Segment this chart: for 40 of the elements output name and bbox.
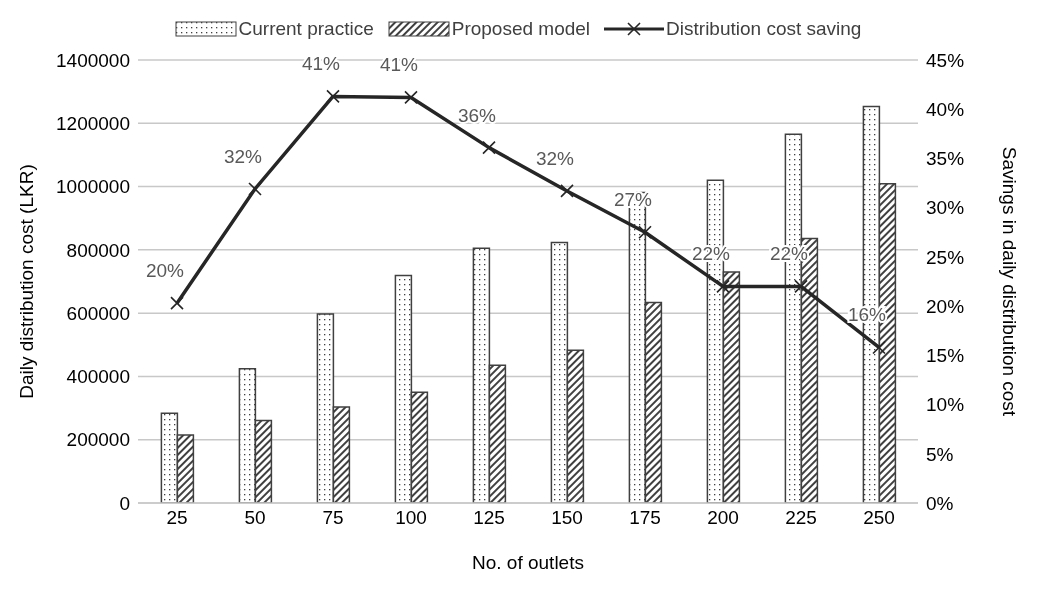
y-tick-label: 1400000	[56, 49, 130, 71]
x-tick-label: 175	[629, 507, 661, 529]
y2-tick-label: 10%	[926, 394, 965, 416]
data-label: 41%	[379, 54, 419, 76]
x-tick-label: 125	[473, 507, 505, 529]
y-tick-label: 0	[119, 492, 130, 514]
y-tick-label: 200000	[66, 429, 130, 451]
y-tick-label: 800000	[66, 239, 130, 261]
legend-label: Proposed model	[451, 18, 591, 40]
y-axis-title: Daily distribution cost (LKR)	[15, 164, 37, 399]
x-tick-label: 250	[863, 507, 895, 529]
y-tick-label: 600000	[66, 302, 130, 324]
legend-label: Distribution cost saving	[666, 18, 862, 40]
y2-tick-label: 35%	[926, 148, 965, 170]
y2-tick-label: 0%	[926, 492, 954, 514]
legend-label: Current practice	[238, 18, 374, 40]
x-axis-title: No. of outlets	[472, 552, 584, 573]
x-tick-label: 25	[166, 507, 188, 529]
y2-tick-label: 25%	[926, 246, 965, 268]
y2-tick-label: 40%	[926, 98, 965, 120]
y2-tick-label: 5%	[926, 443, 954, 465]
data-label: 32%	[535, 147, 575, 169]
y2-tick-label: 20%	[926, 295, 965, 317]
x-tick-label: 50	[244, 507, 266, 529]
data-label: 41%	[301, 53, 341, 75]
y2-axis-title: Savings in daily distribution cost	[999, 146, 1021, 417]
x-tick-label: 75	[322, 507, 344, 529]
y-tick-label: 1200000	[56, 113, 130, 135]
y2-tick-label: 30%	[926, 197, 965, 219]
y-tick-label: 1000000	[56, 176, 130, 198]
y2-tick-label: 15%	[926, 345, 965, 367]
x-tick-label: 150	[551, 507, 583, 529]
x-tick-label: 100	[395, 507, 427, 529]
data-label: 36%	[457, 104, 497, 126]
x-tick-label: 225	[785, 507, 817, 529]
data-label: 20%	[145, 260, 185, 282]
x-tick-label: 200	[707, 507, 739, 529]
y-tick-label: 400000	[66, 366, 130, 388]
y2-tick-label: 45%	[926, 49, 965, 71]
data-label: 32%	[223, 145, 263, 167]
